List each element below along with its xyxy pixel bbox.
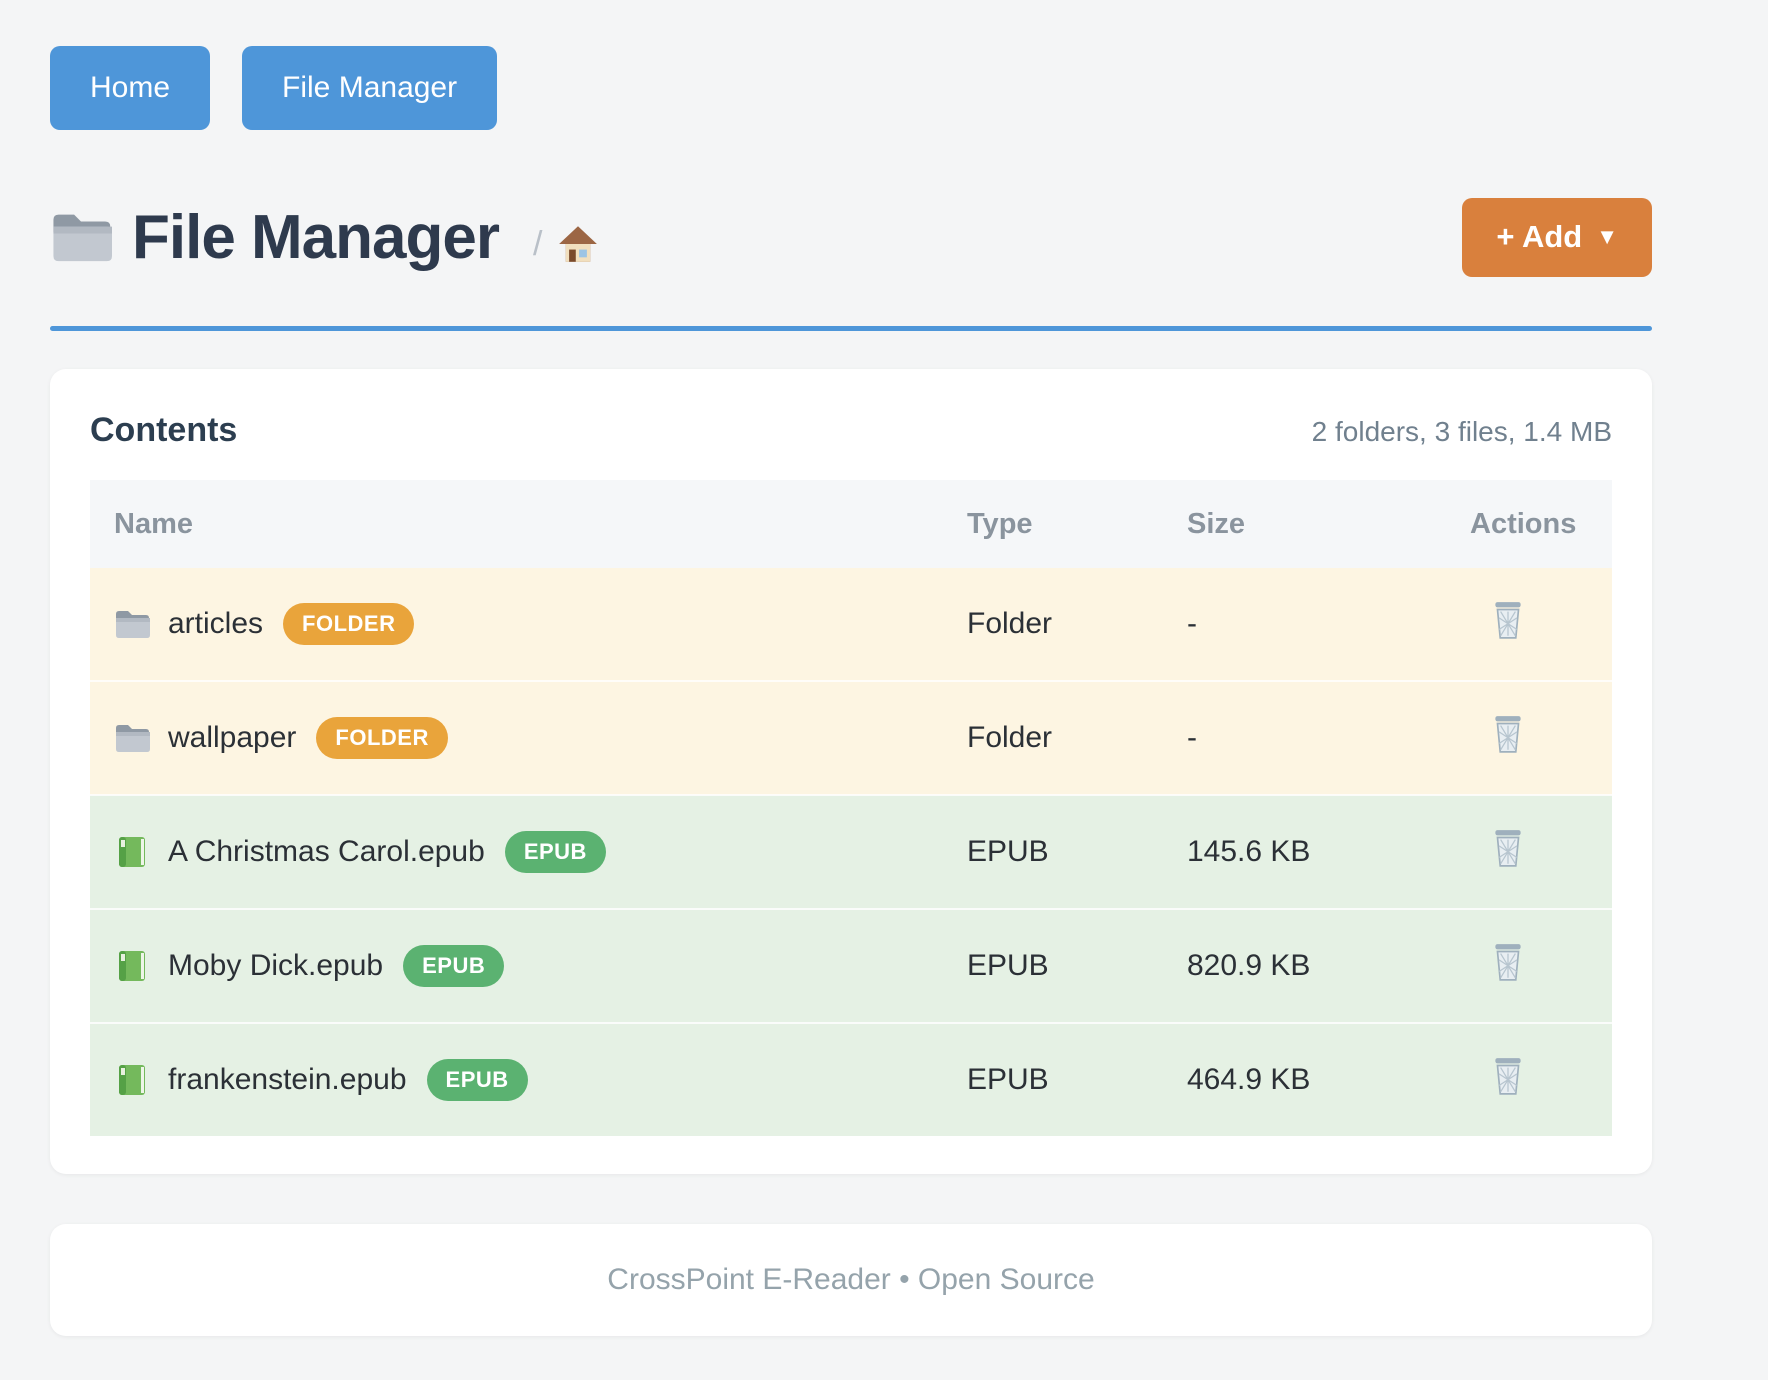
file-name[interactable]: A Christmas Carol.epub xyxy=(168,835,485,868)
top-nav: Home File Manager xyxy=(50,0,1652,130)
type-badge: EPUB xyxy=(504,831,606,873)
trash-icon xyxy=(1490,1056,1526,1096)
page-header: File Manager / + Add ▼ xyxy=(50,184,1652,290)
size-cell: 464.9 KB xyxy=(1187,1022,1470,1136)
type-badge: FOLDER xyxy=(316,717,448,759)
house-icon[interactable] xyxy=(558,225,598,263)
book-icon xyxy=(114,835,150,869)
folder-icon xyxy=(114,607,150,641)
size-cell: 820.9 KB xyxy=(1187,908,1470,1023)
column-header-size: Size xyxy=(1187,480,1470,568)
table-row[interactable]: wallpaper FOLDER Folder - xyxy=(90,680,1612,795)
delete-button[interactable] xyxy=(1490,828,1526,868)
size-cell: 145.6 KB xyxy=(1187,794,1470,909)
folder-icon xyxy=(114,721,150,755)
breadcrumb-separator: / xyxy=(533,224,543,263)
trash-icon xyxy=(1490,828,1526,868)
folder-icon xyxy=(50,210,112,264)
trash-icon xyxy=(1490,714,1526,754)
file-name[interactable]: wallpaper xyxy=(168,721,297,754)
column-header-name: Name xyxy=(90,480,967,568)
add-button-label: + Add xyxy=(1496,219,1583,254)
trash-icon xyxy=(1490,600,1526,640)
file-name[interactable]: articles xyxy=(168,607,264,640)
file-name[interactable]: Moby Dick.epub xyxy=(168,949,384,982)
file-name[interactable]: frankenstein.epub xyxy=(168,1063,407,1096)
size-cell: - xyxy=(1187,680,1470,795)
footer-text: CrossPoint E-Reader • Open Source xyxy=(607,1263,1095,1296)
type-cell: EPUB xyxy=(967,794,1187,909)
file-table: Name Type Size Actions articles FOLDER F… xyxy=(90,480,1612,1136)
type-badge: EPUB xyxy=(403,945,505,987)
type-badge: FOLDER xyxy=(283,603,415,645)
type-cell: Folder xyxy=(967,568,1187,681)
chevron-down-icon: ▼ xyxy=(1596,224,1618,249)
table-row[interactable]: frankenstein.epub EPUB EPUB 464.9 KB xyxy=(90,1022,1612,1136)
table-row[interactable]: A Christmas Carol.epub EPUB EPUB 145.6 K… xyxy=(90,794,1612,909)
page-title: File Manager xyxy=(132,202,500,272)
footer: CrossPoint E-Reader • Open Source xyxy=(50,1224,1652,1336)
delete-button[interactable] xyxy=(1490,600,1526,640)
book-icon xyxy=(114,1063,150,1097)
title-divider xyxy=(50,326,1652,331)
book-icon xyxy=(114,949,150,983)
delete-button[interactable] xyxy=(1490,714,1526,754)
add-button[interactable]: + Add ▼ xyxy=(1462,197,1652,277)
file-table-body: articles FOLDER Folder - wallpaper FOLDE… xyxy=(90,568,1612,1136)
contents-heading: Contents xyxy=(90,411,238,449)
type-cell: Folder xyxy=(967,680,1187,795)
table-header-row: Name Type Size Actions xyxy=(90,480,1612,568)
column-header-actions: Actions xyxy=(1470,480,1612,568)
delete-button[interactable] xyxy=(1490,942,1526,982)
nav-file-manager-button[interactable]: File Manager xyxy=(242,46,498,130)
table-row[interactable]: articles FOLDER Folder - xyxy=(90,568,1612,681)
type-cell: EPUB xyxy=(967,1022,1187,1136)
type-cell: EPUB xyxy=(967,908,1187,1023)
contents-summary: 2 folders, 3 files, 1.4 MB xyxy=(1311,416,1612,447)
column-header-type: Type xyxy=(967,480,1187,568)
delete-button[interactable] xyxy=(1490,1056,1526,1096)
type-badge: EPUB xyxy=(426,1059,528,1101)
size-cell: - xyxy=(1187,568,1470,681)
nav-home-button[interactable]: Home xyxy=(50,46,211,130)
table-row[interactable]: Moby Dick.epub EPUB EPUB 820.9 KB xyxy=(90,908,1612,1023)
trash-icon xyxy=(1490,942,1526,982)
breadcrumb: / xyxy=(533,225,598,264)
contents-card: Contents 2 folders, 3 files, 1.4 MB Name… xyxy=(50,369,1652,1174)
